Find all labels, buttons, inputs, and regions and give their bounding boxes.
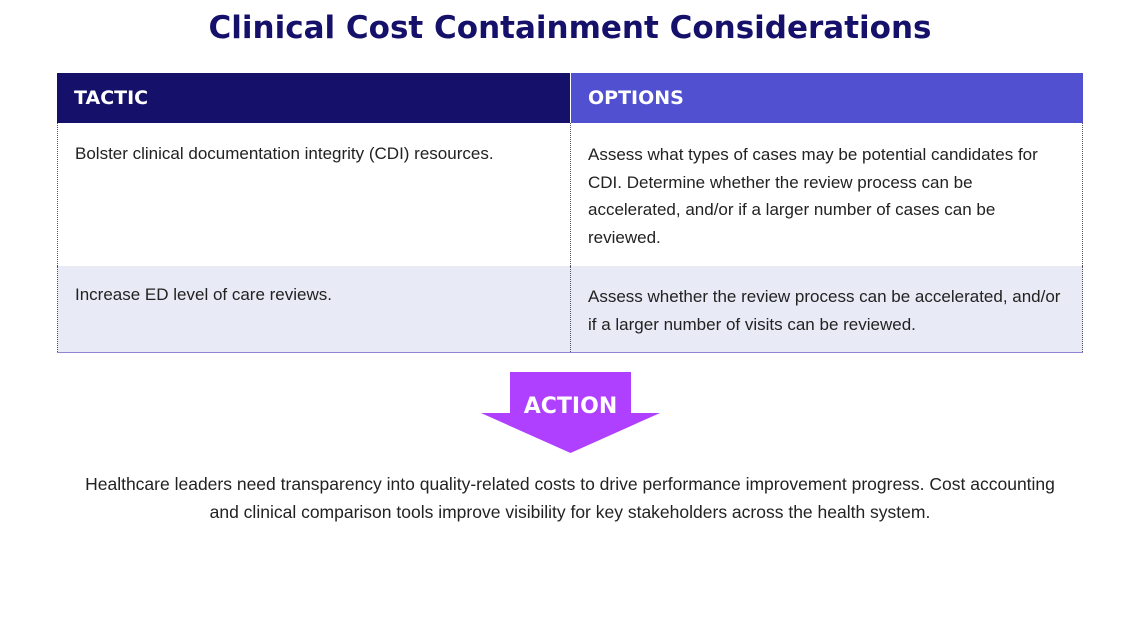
tactic-cell: Bolster clinical documentation integrity… [57,123,570,266]
page-title: Clinical Cost Containment Considerations [208,10,932,46]
action-label: ACTION [523,394,618,419]
table-row: Increase ED level of care reviews. Asses… [57,266,1083,352]
header-options: OPTIONS [570,73,1083,123]
options-cell: Assess what types of cases may be potent… [570,123,1083,266]
considerations-table: TACTIC OPTIONS Bolster clinical document… [57,73,1083,353]
table-header: TACTIC OPTIONS [57,73,1083,123]
header-tactic: TACTIC [57,73,570,123]
tactic-cell: Increase ED level of care reviews. [57,266,570,352]
options-cell: Assess whether the review process can be… [570,266,1083,352]
table-row: Bolster clinical documentation integrity… [57,123,1083,266]
action-arrow: ACTION [481,372,660,453]
down-arrow-icon [481,372,660,453]
action-text: Healthcare leaders need transparency int… [85,474,1055,522]
